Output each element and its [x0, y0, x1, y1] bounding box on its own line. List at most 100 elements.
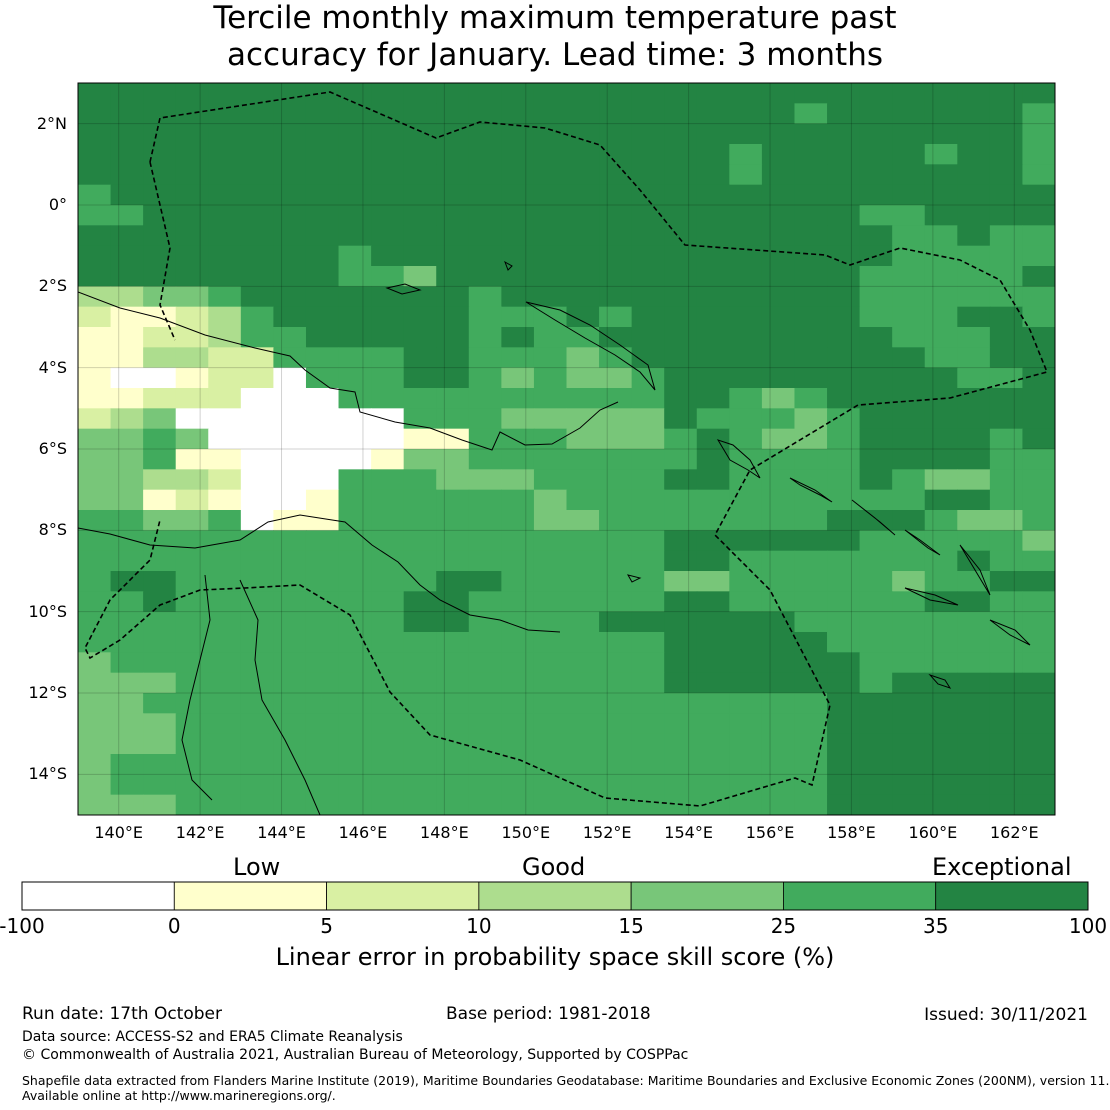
grid-cell — [143, 754, 177, 775]
latitude-tick-label: 14°S — [28, 764, 67, 784]
grid-cell — [989, 245, 1024, 267]
grid-cell — [436, 774, 470, 796]
grid-cell — [371, 652, 405, 674]
grid-cell — [827, 306, 861, 328]
grid-cell — [892, 428, 926, 450]
grid-cell — [989, 225, 1024, 247]
grid-cell — [143, 774, 177, 796]
grid-cell — [696, 510, 730, 531]
grid-cell — [371, 713, 405, 735]
grid-cell — [240, 184, 274, 206]
grid-cell — [403, 550, 437, 572]
grid-cell — [338, 184, 372, 206]
grid-cell — [371, 733, 405, 755]
grid-cell — [338, 286, 372, 308]
grid-cell — [338, 225, 372, 247]
grid-cell — [892, 632, 926, 653]
grid-cell — [403, 327, 437, 348]
grid-cell — [924, 693, 958, 714]
colorbar-category-exceptional: Exceptional — [932, 853, 1072, 881]
grid-cell — [338, 449, 372, 470]
grid-cell — [859, 367, 893, 389]
grid-cell — [533, 794, 568, 815]
grid-cell — [794, 103, 828, 125]
chart-title-line2: accuracy for January. Lead time: 3 month… — [226, 37, 883, 73]
solomon-islands-1 — [789, 477, 833, 503]
grid-cell — [1022, 245, 1055, 267]
small-island-2 — [626, 574, 642, 583]
grid-cell — [599, 306, 633, 328]
grid-cell — [273, 754, 307, 775]
grid-cell — [305, 428, 340, 450]
grid-cell — [892, 530, 926, 552]
grid-cell — [273, 428, 307, 450]
grid-cell — [110, 225, 144, 247]
grid-cell — [240, 754, 274, 775]
grid-cell — [403, 306, 437, 328]
grid-cell — [957, 672, 991, 694]
grid-cell — [78, 754, 112, 775]
colorbar-tick-label: -100 — [0, 914, 45, 938]
grid-cell — [371, 367, 405, 389]
grid-cell — [208, 245, 242, 267]
grid-cell — [599, 428, 633, 450]
colorbar-frame — [21, 881, 1089, 911]
grid-cell — [436, 408, 470, 430]
grid-cell — [338, 611, 372, 633]
grid-cell — [273, 388, 307, 409]
grid-cell — [371, 388, 405, 409]
grid-cell — [664, 144, 698, 165]
grid-cell — [468, 164, 502, 186]
grid-cell — [338, 794, 372, 815]
grid-cell — [371, 693, 405, 714]
grid-cell — [664, 632, 698, 653]
grid-cell — [501, 530, 535, 552]
grid-cell — [729, 733, 763, 755]
grid-cell — [208, 83, 242, 104]
solomon-islands-2 — [851, 499, 896, 536]
grid-cell — [273, 550, 307, 572]
grid-cell — [761, 205, 796, 226]
grid-cell — [859, 510, 893, 531]
grid-cell — [273, 530, 307, 552]
grid-cell — [924, 428, 958, 450]
grid-cell — [143, 408, 177, 430]
grid-cell — [859, 774, 893, 796]
grid-cell — [468, 693, 502, 714]
grid-cell — [533, 530, 568, 552]
grid-cell — [1022, 754, 1055, 775]
grid-cell — [599, 286, 633, 308]
grid-cell — [729, 530, 763, 552]
grid-cell — [468, 713, 502, 735]
grid-cell — [305, 266, 340, 287]
longitude-tick-label: 160°E — [908, 823, 958, 842]
grid-cell — [143, 123, 177, 145]
grid-cell — [631, 754, 665, 775]
grid-cell — [794, 652, 828, 674]
grid-cell — [989, 205, 1024, 226]
grid-cell — [305, 184, 340, 206]
grid-cell — [273, 347, 307, 369]
grid-cell — [729, 611, 763, 633]
grid-cell — [761, 794, 796, 815]
grid-cell — [957, 367, 991, 389]
grid-cell — [729, 571, 763, 592]
grid-cell — [631, 449, 665, 470]
grid-cell — [78, 510, 112, 531]
grid-cell — [273, 123, 307, 145]
longitude-tick-label: 140°E — [94, 823, 144, 842]
grid-cell — [436, 184, 470, 206]
grid-cell — [892, 164, 926, 186]
grid-cell — [664, 489, 698, 511]
grid-cell — [729, 489, 763, 511]
grid-cell — [761, 652, 796, 674]
grid-cell — [989, 652, 1024, 674]
colorbar-category-good: Good — [522, 853, 586, 881]
grid-cell — [827, 245, 861, 267]
new-guinea-north-coast — [78, 291, 619, 451]
grid-cell — [533, 347, 568, 369]
grid-cell — [143, 672, 177, 694]
grid-cell — [436, 510, 470, 531]
grid-cell — [957, 266, 991, 287]
grid-cell — [924, 144, 958, 165]
